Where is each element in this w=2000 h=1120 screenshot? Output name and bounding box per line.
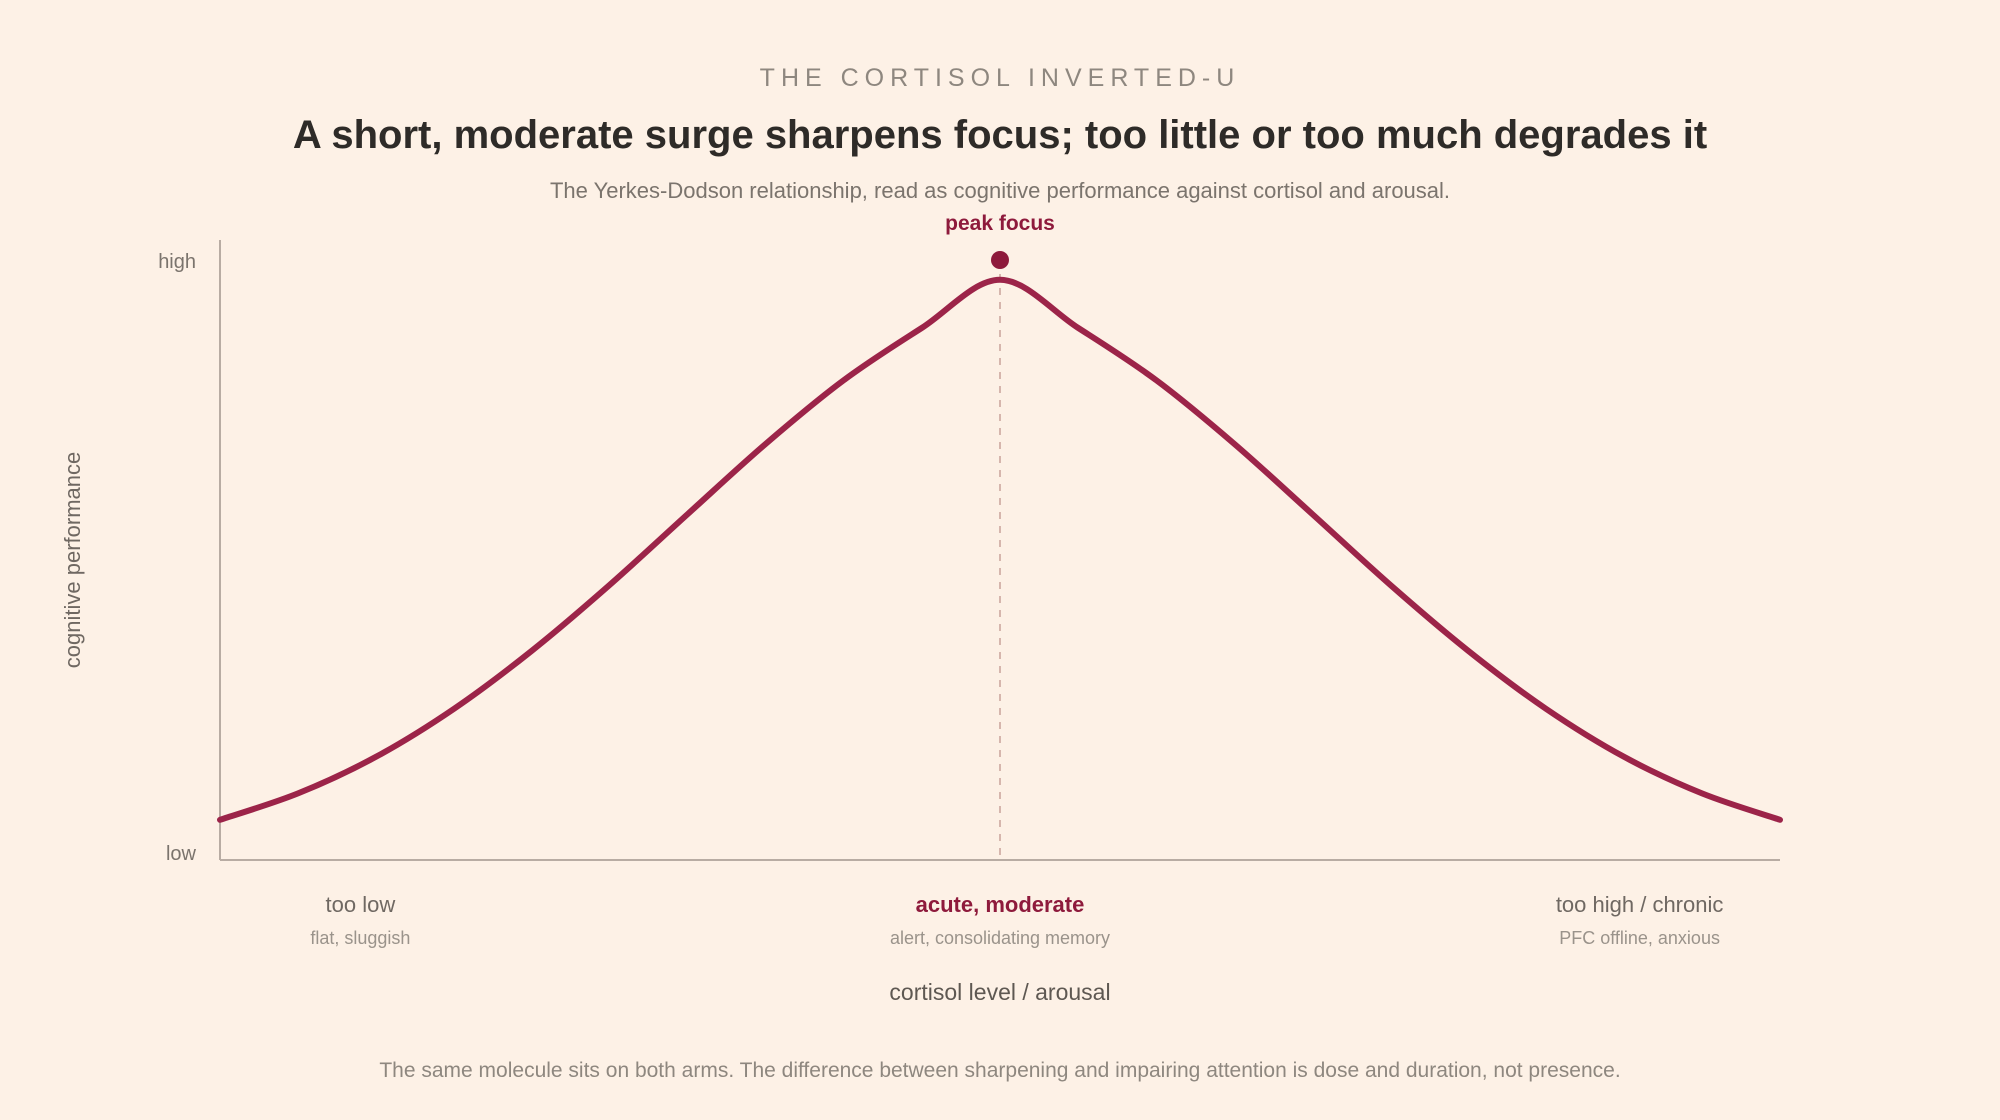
chart-footnote: The same molecule sits on both arms. The… [379, 1059, 1621, 1082]
performance-curve [217, 276, 1783, 823]
zone-sublabel-acute-moderate: alert, consolidating memory [890, 928, 1110, 948]
zone-sublabel-too-high: PFC offline, anxious [1559, 928, 1720, 948]
zone-label-acute-moderate: acute, moderate [916, 892, 1085, 917]
y-tick-high: high [158, 251, 196, 273]
y-tick-low: low [166, 843, 197, 865]
peak-point [991, 251, 1009, 269]
chart-title: A short, moderate surge sharpens focus; … [292, 113, 1708, 157]
zone-sublabel-too-low: flat, sluggish [310, 928, 410, 948]
peak-label: peak focus [945, 212, 1055, 235]
zone-label-too-high: too high / chronic [1556, 892, 1724, 917]
y-axis-label: cognitive performance [60, 452, 85, 668]
x-axis-label: cortisol level / arousal [889, 979, 1110, 1005]
chart-eyebrow: THE CORTISOL INVERTED-U [759, 64, 1241, 92]
zone-label-too-low: too low [326, 892, 396, 917]
chart-subtitle: The Yerkes-Dodson relationship, read as … [549, 178, 1451, 203]
